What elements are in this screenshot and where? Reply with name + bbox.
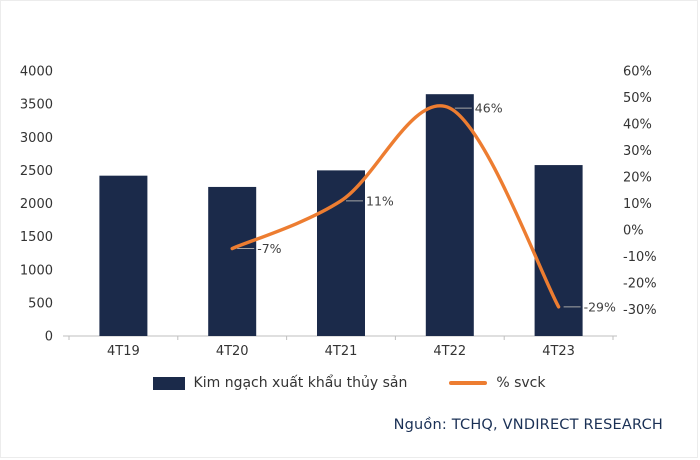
- right-axis-tick-label: 20%: [623, 171, 652, 186]
- left-axis-tick-label: 3500: [20, 98, 53, 113]
- bar-4T21: [317, 170, 365, 336]
- right-axis-tick-label: 30%: [623, 144, 652, 159]
- legend-label-line: % svck: [496, 375, 546, 391]
- bar-4T23: [534, 165, 583, 336]
- x-axis-category-label: 4T20: [216, 344, 249, 359]
- x-axis-category-label: 4T19: [107, 344, 140, 359]
- source-note: Nguồn: TCHQ, VNDIRECT RESEARCH: [393, 417, 663, 433]
- line-point-label: -7%: [257, 241, 281, 256]
- bar-series-swatch: [152, 376, 185, 390]
- left-axis-tick-label: 4000: [20, 65, 53, 80]
- left-axis-tick-label: 3000: [20, 131, 53, 146]
- left-axis-tick-label: 0: [45, 330, 53, 345]
- line-point-label: 11%: [366, 193, 394, 208]
- right-axis-tick-label: 40%: [623, 118, 652, 133]
- right-axis-tick-label: 50%: [623, 91, 652, 106]
- left-axis-tick-label: 1000: [20, 263, 53, 278]
- line-point-label: 46%: [475, 101, 503, 116]
- bar-4T22: [425, 94, 474, 336]
- chart-canvas: 0 500 1000 1500 2000 2500 3000 3500 4000 60% 50% 40…: [20, 65, 657, 360]
- left-axis-tick-label: 2000: [20, 197, 53, 212]
- legend-label-bars: Kim ngạch xuất khẩu thủy sản: [193, 375, 408, 391]
- legend-item-bars: Kim ngạch xuất khẩu thủy sản: [152, 375, 408, 391]
- right-axis-tick-label: -10%: [623, 250, 657, 265]
- line-point-label: -29%: [584, 299, 616, 314]
- bar-4T19: [99, 175, 148, 336]
- line-series-swatch: [449, 381, 488, 385]
- legend: Kim ngạch xuất khẩu thủy sản % svck: [1, 375, 697, 391]
- legend-item-line: % svck: [449, 375, 545, 391]
- right-axis-tick-label: -20%: [623, 277, 657, 292]
- x-axis-category-label: 4T22: [433, 344, 466, 359]
- right-axis-tick-label: 60%: [623, 65, 652, 80]
- left-axis-tick-label: 2500: [20, 164, 53, 179]
- trend-line: [230, 104, 561, 309]
- bar-4T20: [208, 186, 257, 336]
- x-axis-category-label: 4T23: [542, 344, 575, 359]
- right-axis-tick-label: 0%: [623, 224, 644, 239]
- left-axis-tick-label: 1500: [20, 230, 53, 245]
- x-axis-category-label: 4T21: [325, 344, 358, 359]
- right-axis-tick-label: 10%: [623, 197, 652, 212]
- left-axis-tick-label: 500: [28, 296, 53, 311]
- right-axis-tick-label: -30%: [623, 303, 657, 318]
